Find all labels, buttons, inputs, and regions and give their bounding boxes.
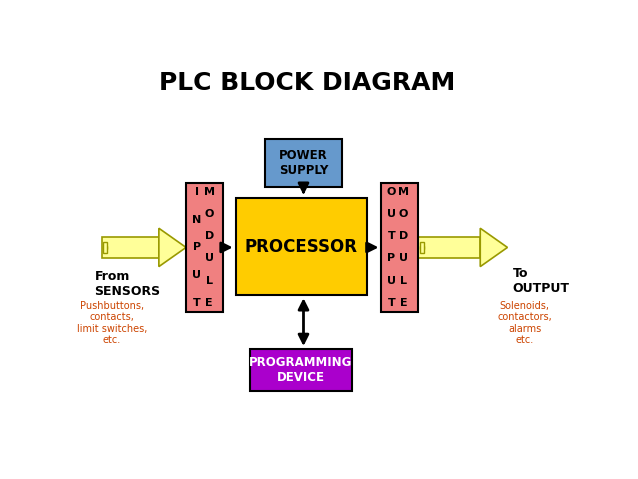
- FancyBboxPatch shape: [420, 246, 424, 249]
- Text: D: D: [205, 231, 214, 241]
- Polygon shape: [480, 228, 507, 267]
- Text: M: M: [398, 187, 409, 197]
- Text: T: T: [387, 231, 395, 241]
- FancyBboxPatch shape: [265, 138, 342, 187]
- Text: T: T: [193, 298, 201, 308]
- Polygon shape: [159, 228, 186, 267]
- Text: P: P: [193, 242, 201, 252]
- Text: O: O: [387, 187, 396, 197]
- Text: T: T: [387, 298, 395, 308]
- Text: U: U: [399, 253, 408, 263]
- Text: O: O: [399, 209, 408, 219]
- FancyBboxPatch shape: [382, 183, 419, 312]
- Text: U: U: [387, 209, 396, 219]
- Text: U: U: [387, 275, 396, 285]
- Text: PROGRAMMING
DEVICE: PROGRAMMING DEVICE: [249, 356, 353, 384]
- Text: L: L: [400, 275, 407, 285]
- Text: L: L: [206, 275, 213, 285]
- Text: N: N: [192, 215, 202, 225]
- Text: POWER
SUPPLY: POWER SUPPLY: [279, 148, 328, 177]
- Text: From
SENSORS: From SENSORS: [94, 270, 161, 298]
- Text: PLC BLOCK DIAGRAM: PLC BLOCK DIAGRAM: [159, 71, 456, 95]
- Text: U: U: [205, 253, 214, 263]
- FancyBboxPatch shape: [103, 242, 107, 253]
- FancyBboxPatch shape: [103, 246, 107, 249]
- Text: U: U: [193, 270, 202, 280]
- Text: O: O: [205, 209, 214, 219]
- Text: P: P: [387, 253, 396, 263]
- Text: E: E: [400, 298, 408, 308]
- FancyBboxPatch shape: [250, 349, 352, 391]
- Text: I: I: [195, 187, 199, 197]
- FancyBboxPatch shape: [419, 237, 480, 258]
- Text: To
OUTPUT: To OUTPUT: [512, 267, 569, 295]
- Text: M: M: [204, 187, 215, 197]
- FancyBboxPatch shape: [186, 183, 223, 312]
- FancyBboxPatch shape: [102, 237, 159, 258]
- FancyBboxPatch shape: [235, 198, 367, 296]
- FancyBboxPatch shape: [420, 242, 424, 253]
- Text: Solenoids,
contactors,
alarms
etc.: Solenoids, contactors, alarms etc.: [498, 301, 552, 345]
- Text: E: E: [205, 298, 213, 308]
- Text: D: D: [399, 231, 408, 241]
- Text: PROCESSOR: PROCESSOR: [244, 238, 357, 255]
- Text: Pushbuttons,
contacts,
limit switches,
etc.: Pushbuttons, contacts, limit switches, e…: [77, 301, 147, 345]
